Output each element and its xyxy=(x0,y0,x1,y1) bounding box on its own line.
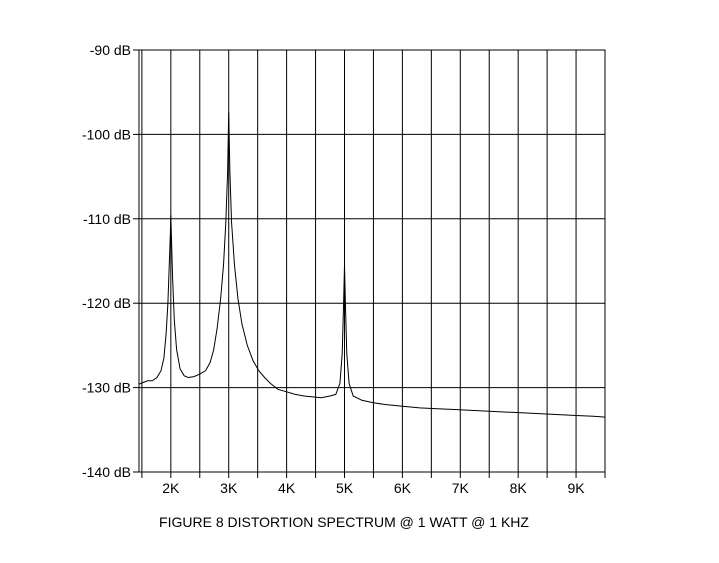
figure-caption: FIGURE 8 DISTORTION SPECTRUM @ 1 WATT @ … xyxy=(159,514,529,530)
y-tick-label: -130 dB xyxy=(82,380,131,396)
x-tick-label: 6K xyxy=(394,480,412,496)
y-tick-label: -140 dB xyxy=(82,464,131,480)
plot-frame xyxy=(138,49,606,473)
x-tick-label: 5K xyxy=(336,480,354,496)
x-axis-ticks: 2K 3K 4K 5K 6K 7K 8K 9K xyxy=(141,472,606,496)
x-tick-label: 7K xyxy=(452,480,470,496)
y-tick-label: -120 dB xyxy=(82,295,131,311)
x-tick-label: 3K xyxy=(220,480,238,496)
y-tick-label: -100 dB xyxy=(82,126,131,142)
x-tick-label: 2K xyxy=(162,480,180,496)
y-tick-label: -90 dB xyxy=(90,42,131,58)
grid xyxy=(139,49,606,473)
x-tick-label: 4K xyxy=(278,480,296,496)
y-tick-label: -110 dB xyxy=(83,211,131,227)
x-tick-label: 8K xyxy=(510,480,528,496)
y-axis-ticks: -90 dB -100 dB -110 dB -120 dB -130 dB -140 d… xyxy=(82,42,139,480)
x-tick-label: 9K xyxy=(567,480,585,496)
spectrum-trace xyxy=(138,112,606,418)
